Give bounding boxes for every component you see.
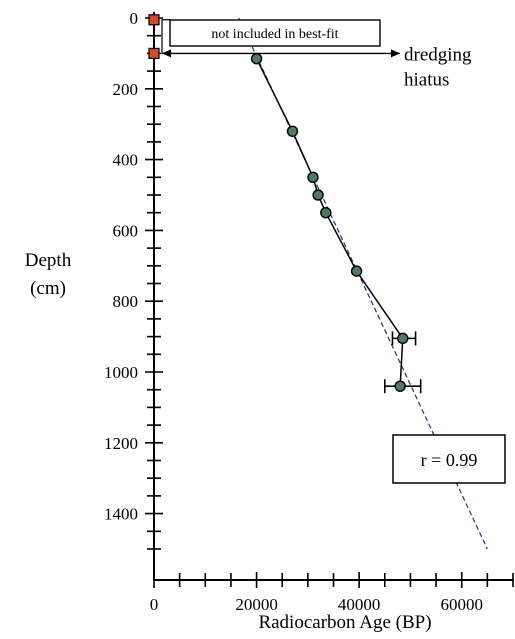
- hiatus-arrow-head-right: [391, 49, 400, 58]
- y-tick-label: 1000: [104, 363, 138, 382]
- y-tick-label: 800: [113, 292, 139, 311]
- excluded-bracket: [161, 19, 170, 55]
- data-point: [250, 53, 263, 65]
- hiatus-arrow-head-left: [162, 49, 171, 58]
- data-point: [397, 332, 409, 345]
- y-tick-label: 1200: [104, 434, 138, 453]
- r-value-box: [392, 434, 506, 484]
- hiatus-label-line1: dredging: [404, 44, 472, 65]
- data-point: [320, 206, 332, 219]
- y-tick-label: 1400: [104, 505, 138, 524]
- data-point: [394, 380, 406, 392]
- hiatus-label-line2: hiatus: [404, 69, 449, 90]
- data-point: [350, 265, 363, 277]
- data-point: [286, 125, 299, 137]
- excluded-label: not included in best-fit: [211, 27, 338, 42]
- axes: 0 200 400 600 800 1000 1200 1400 0 20000 40000 6000…: [104, 9, 514, 614]
- y-axis-title-line1: Depth: [25, 250, 72, 271]
- data-point: [312, 189, 324, 201]
- series-line: [255, 58, 404, 387]
- x-tick-label: 40000: [338, 595, 381, 614]
- y-tick-label: 0: [130, 9, 139, 28]
- y-tick-label: 400: [113, 151, 139, 170]
- y-tick-label: 200: [113, 80, 139, 99]
- excluded-point: [148, 47, 160, 60]
- r-value-label: r = 0.99: [421, 450, 478, 470]
- excluded-point: [148, 14, 160, 26]
- y-tick-label: 600: [113, 221, 139, 240]
- data-point: [307, 171, 319, 184]
- x-tick-label: 0: [150, 595, 159, 614]
- x-tick-label: 60000: [440, 595, 483, 614]
- x-axis-title: Radiocarbon Age (BP): [258, 612, 431, 633]
- y-axis-title-line2: (cm): [30, 278, 66, 299]
- excluded-label-box: [169, 19, 381, 47]
- x-tick-label: 20000: [235, 595, 278, 614]
